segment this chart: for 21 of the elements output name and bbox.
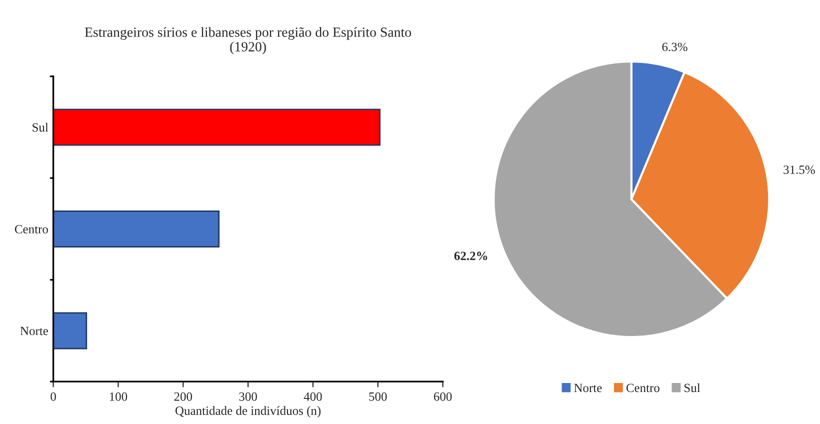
legend-label: Norte [574, 384, 602, 392]
bar [53, 108, 381, 146]
data-label: 31.5% [784, 166, 815, 174]
y-tick-label: Sul [32, 122, 48, 132]
x-tick-label: 600 [434, 392, 452, 401]
x-axis-title: Quantidade de indivíduos (n) [175, 406, 321, 418]
x-tick-label: 400 [304, 392, 322, 401]
x-tick-label: 200 [174, 392, 192, 401]
y-tick-label: Centro [14, 225, 48, 234]
data-label: 6.3% [662, 42, 688, 52]
x-tick-label: 0 [50, 392, 56, 401]
chart-title: Estrangeiros sírios e libaneses por região do Espírito Santo (1920) [84, 27, 412, 54]
legend-label: Centro [626, 384, 660, 392]
x-tick-label: 500 [369, 392, 387, 401]
x-tick-label: 300 [239, 392, 257, 401]
x-tick-label: 100 [110, 392, 128, 401]
y-tick-label: Norte [20, 326, 48, 336]
bar [53, 210, 220, 248]
legend-label: Sul [684, 383, 700, 392]
bar [53, 312, 88, 350]
data-label: 62.2% [454, 252, 488, 260]
